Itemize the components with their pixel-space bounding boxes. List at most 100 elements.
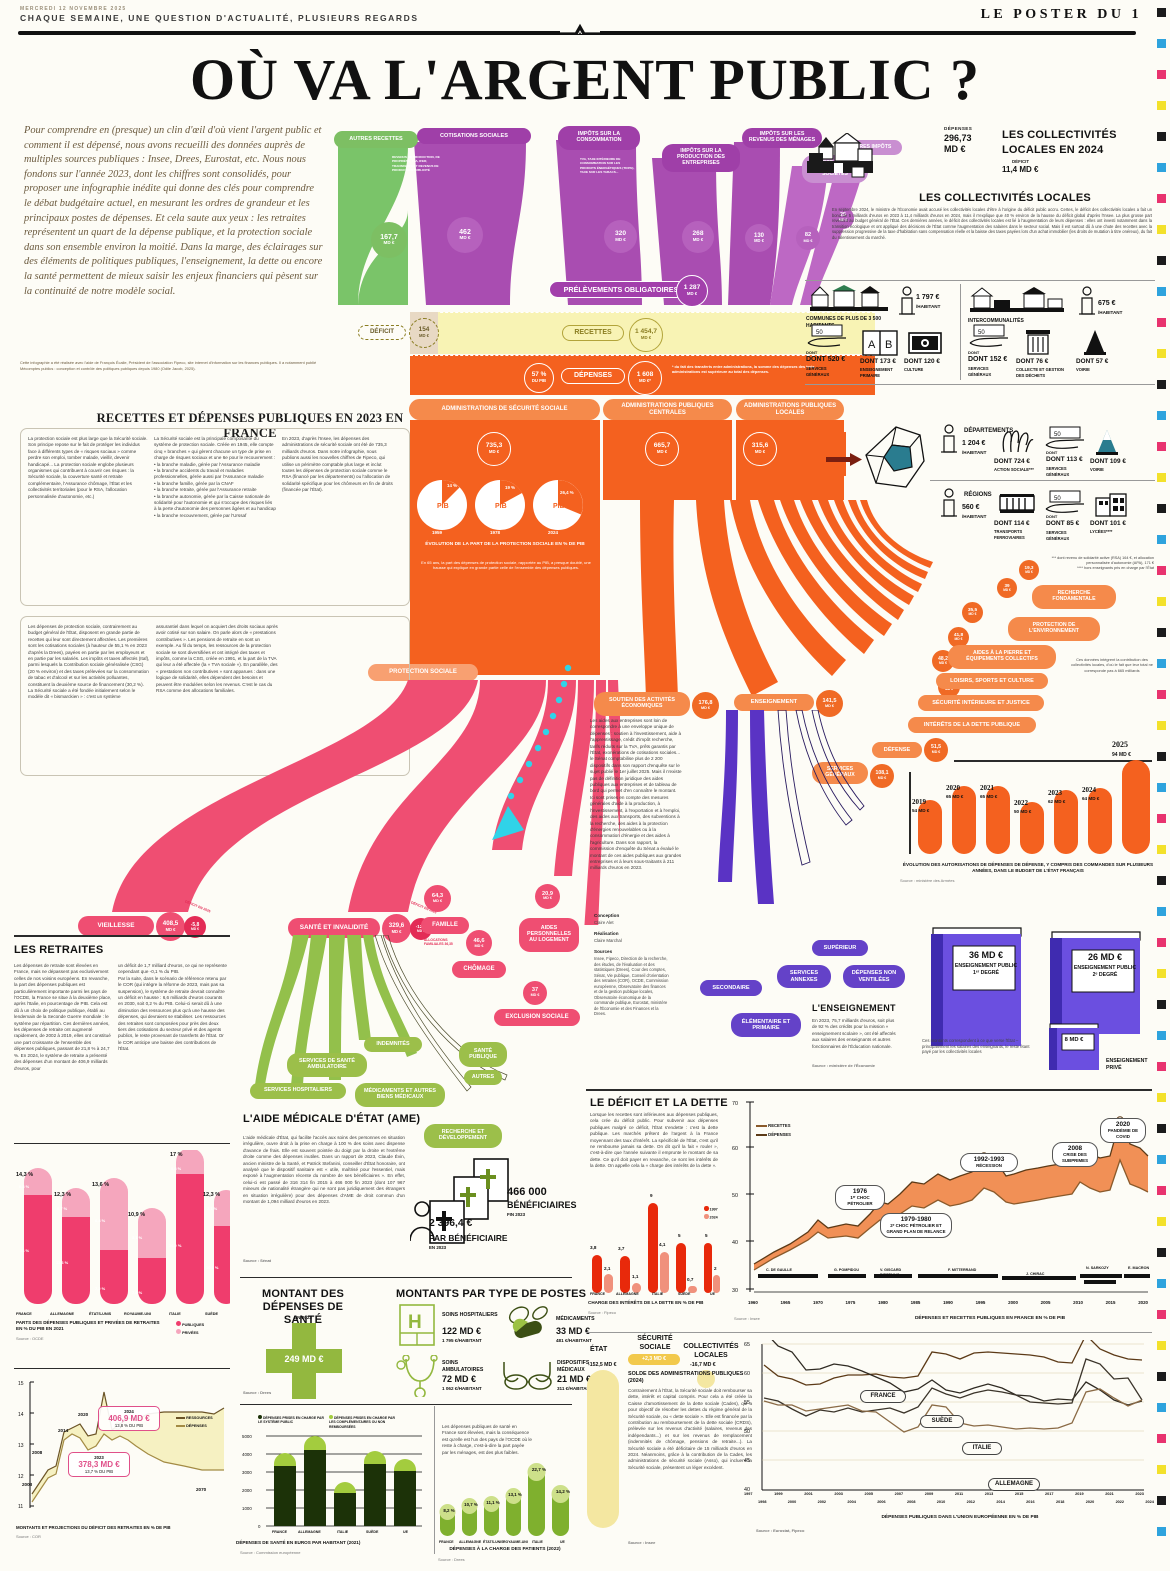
- health-item-recherche-dev[interactable]: RECHERCHE ET DÉVELOPPEMENT: [424, 1124, 502, 1148]
- solde-local-value: -16,7 MD €: [690, 1362, 716, 1368]
- intro-footnote: Cette infographie a été réalisée avec l'…: [20, 360, 317, 371]
- enseignement-node-superieur[interactable]: SUPÉRIEUR: [812, 940, 868, 956]
- central-item-aides-pierre[interactable]: AIDES À LA PIERRE ET ÉQUIPEMENTS COLLECT…: [948, 645, 1056, 669]
- ame-stat2-sub: FIN 2023: [507, 1212, 526, 1217]
- svg-text:13: 13: [18, 1443, 24, 1449]
- admin-value-centrales: 665,7 MD €: [645, 432, 679, 466]
- central-item-enseignement[interactable]: ENSEIGNEMENT: [734, 694, 814, 711]
- revenue-pill-impots-production[interactable]: IMPÔTS SUR LA PRODUCTION DES ENTREPRISES: [662, 144, 740, 172]
- book-1-label: ENSEIGNEMENT PUBLIC 1ᵉʳ DEGRÉ: [954, 963, 1018, 976]
- central-item-soutien-economique[interactable]: SOUTIEN DES ACTIVITÉS ÉCONOMIQUES: [594, 692, 690, 716]
- sante-subtitle: EN 2023: [294, 1315, 312, 1320]
- enseignement-title: L'ENSEIGNEMENT: [812, 1003, 896, 1013]
- collectivites-per-unit-communes: /HABITANT: [916, 304, 941, 309]
- detail-value-3b: DONT 113 €: [1046, 456, 1083, 463]
- central-item-recherche-fondamentale[interactable]: RECHERCHE FONDAMENTALE: [1032, 585, 1116, 609]
- central-item-securite-justice[interactable]: SÉCURITÉ INTÉRIEURE ET JUSTICE: [918, 695, 1044, 711]
- page-title: OÙ VA L'ARGENT PUBLIC ?: [189, 47, 981, 112]
- retraite-chart-source: Source : OCDE: [16, 1336, 44, 1341]
- protection-sociale-pill[interactable]: PROTECTION SOCIALE: [368, 664, 478, 681]
- defense-label-2023: 2023 62 MD €: [1048, 789, 1066, 804]
- detail-text-1a: SERVICES GÉNÉRAUX: [806, 366, 830, 377]
- central-item-services-generaux[interactable]: SERVICES GÉNÉRAUX: [812, 762, 868, 784]
- detail-label-3b: DONT: [1046, 450, 1058, 455]
- registration-mark: [1157, 969, 1166, 978]
- svg-text:65: 65: [744, 1342, 750, 1348]
- branch-chomage[interactable]: CHÔMAGE: [452, 961, 506, 978]
- health-item-services-hospitaliers[interactable]: SERVICES HOSPITALIERS: [250, 1083, 346, 1099]
- enseignement-node-non-ventilees[interactable]: DÉPENSES NON VENTILÉES: [843, 965, 905, 988]
- collectivites-deficit-value: 11,4 MD €: [1002, 165, 1039, 174]
- registration-mark: [1157, 1434, 1166, 1443]
- branch-sante-invalidite[interactable]: SANTÉ ET INVALIDITÉ: [288, 918, 380, 938]
- dette-bar-label-de-1997: 3,7: [618, 1246, 625, 1251]
- proj-rule: [14, 1368, 230, 1370]
- health-item-services-ambulatoire[interactable]: SERVICES DE SANTÉ AMBULATOIRE: [287, 1053, 367, 1077]
- central-item-loisirs-sports[interactable]: LOISIRS, SPORTS ET CULTURE: [936, 673, 1048, 689]
- svg-text:40: 40: [732, 1240, 738, 1246]
- registration-mark: [1157, 411, 1166, 420]
- revenue-pill-autres-recettes[interactable]: AUTRES RECETTES: [334, 131, 418, 148]
- collectivites-per-communes: 1 797 €: [916, 294, 940, 301]
- dette-bars-cat-0: FRANCE: [590, 1292, 605, 1296]
- central-value-soutien: 176,8 MD €: [692, 692, 719, 719]
- enseignement-node-elementaire[interactable]: ÉLÉMENTAIRE ET PRIMAIRE: [731, 1013, 801, 1037]
- person-icon-regions: [941, 488, 957, 517]
- defense-label-2019: 2019 54 MD €: [912, 798, 930, 813]
- registration-mark: [1157, 721, 1166, 730]
- central-item-interets-dette[interactable]: INTÉRÊTS DE LA DETTE PUBLIQUE: [908, 717, 1036, 733]
- branch-aides-logement[interactable]: AIDES PERSONNELLES AU LOGEMENT: [519, 918, 579, 952]
- branch-value-aides-logement: 20,9 MD €: [535, 884, 560, 909]
- dette-bar-label-it-1997: 9: [650, 1193, 653, 1198]
- admin-pill-securite-sociale[interactable]: ADMINISTRATIONS DE SÉCURITÉ SOCIALE: [409, 399, 600, 420]
- revenue-pill-cotisations-sociales[interactable]: COTISATIONS SOCIALES: [417, 128, 531, 144]
- book-1er-degre: [931, 927, 1022, 1046]
- hand-money-icon-1: 50: [807, 324, 846, 347]
- eco-text: Les aides aux entreprises sont loin de c…: [590, 718, 682, 871]
- pie-year-1959: 1959: [432, 530, 443, 535]
- branch-exclusion-sociale[interactable]: EXCLUSION SOCIALE: [494, 1009, 580, 1026]
- admin-pill-centrales[interactable]: ADMINISTRATIONS PUBLIQUES CENTRALES: [603, 399, 732, 420]
- enseignement-node-secondaire[interactable]: SECONDAIRE: [700, 980, 762, 996]
- prelevements-obligatoires-label: PRÉLÈVEMENTS OBLIGATOIRES: [549, 281, 693, 298]
- health-item-sante-publique[interactable]: SANTÉ PUBLIQUE: [459, 1042, 507, 1067]
- central-item-protection-environnement[interactable]: PROTECTION DE L'ENVIRONNEMENT: [1008, 617, 1100, 641]
- hand-money-icon-3: 50: [1045, 426, 1084, 449]
- health-item-indemnites[interactable]: INDEMNITÉS: [364, 1037, 422, 1052]
- school-icon: [1095, 493, 1127, 517]
- retraites-title: LES RETRAITES: [14, 944, 104, 956]
- credits-realisation: Claire Marchal: [594, 938, 622, 943]
- deficit-value: 154 MD €: [409, 318, 439, 348]
- eu-chart-source: Source : Eurostat, Fipeco: [756, 1528, 805, 1533]
- retraite-total-etatsunis: 13,6 %: [92, 1182, 110, 1188]
- orange-body-asso: [410, 420, 600, 675]
- retraite-cat-royaumeuni: ROYAUME-UNI: [124, 1312, 151, 1316]
- pie-caption: En 65 ans, la part des dépenses de prote…: [421, 560, 591, 571]
- admin-pill-locales[interactable]: ADMINISTRATIONS PUBLIQUES LOCALES: [736, 399, 844, 420]
- central-item-defense[interactable]: DÉFENSE: [872, 742, 922, 758]
- sante-chart1-title: DÉPENSES DE SANTÉ EN EUROS PAR HABITANT …: [236, 1540, 361, 1545]
- solde-etat-value: -152,5 MD €: [588, 1362, 617, 1368]
- revenue-pill-impots-menages[interactable]: IMPÔTS SUR LES REVENUS DES MÉNAGES: [742, 128, 822, 148]
- collectivites-title: LES COLLECTIVITÉS LOCALES: [919, 192, 1091, 204]
- svg-text:40: 40: [744, 1487, 750, 1493]
- registration-mark: [1157, 814, 1166, 823]
- pct-pib-badge: 57 % DU PIB: [524, 363, 554, 393]
- retraite-total-france: 14,3 %: [16, 1172, 34, 1178]
- health-item-medicaments[interactable]: MÉDICAMENTS ET AUTRES BIENS MÉDICAUX: [355, 1083, 445, 1107]
- admin-value-asso: 735,3 MD €: [477, 432, 511, 466]
- dette-rule: [586, 1089, 1152, 1091]
- pres-label-0: C. DE GAULLE: [766, 1268, 793, 1272]
- solde-etat-label: ÉTAT: [590, 1346, 608, 1353]
- retraite-cat-france: FRANCE: [16, 1312, 32, 1316]
- revenue-pill-impots-consommation[interactable]: IMPÔTS SUR LA CONSOMMATION: [558, 126, 640, 150]
- sante-source: Source : Drees: [243, 1390, 272, 1395]
- health-item-autres[interactable]: AUTRES: [464, 1070, 502, 1085]
- svg-text:0: 0: [258, 1524, 261, 1529]
- protection-sociale-sankey: [112, 680, 620, 925]
- retraite-total-royaumeuni: 10,9 %: [128, 1212, 146, 1218]
- houses-icon-communes: [810, 285, 888, 311]
- branch-vieillesse[interactable]: VIEILLESSE: [78, 916, 154, 936]
- branch-famille[interactable]: FAMILLE: [421, 917, 469, 934]
- enseignement-node-services-annexes[interactable]: SERVICES ANNEXES: [777, 965, 831, 988]
